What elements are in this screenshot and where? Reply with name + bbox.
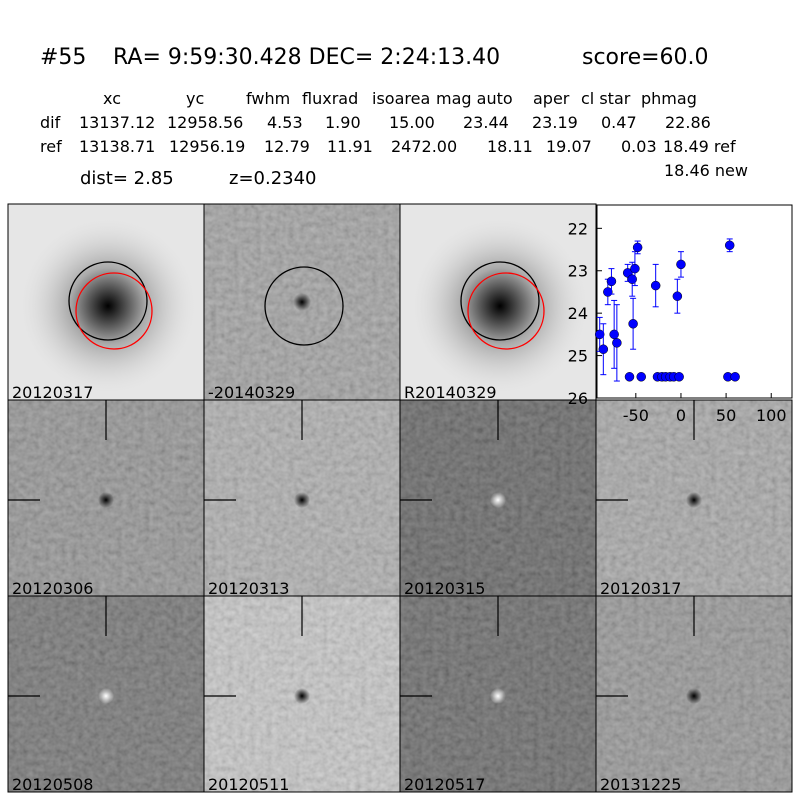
point	[632, 242, 643, 253]
image-label: 20131225	[600, 775, 681, 794]
point	[598, 344, 609, 354]
source	[294, 492, 310, 508]
point	[650, 280, 661, 291]
image-label: R20140329	[404, 383, 497, 402]
point	[628, 319, 638, 329]
source	[490, 688, 506, 704]
image-label: 20120306	[12, 579, 93, 598]
table-cell: 23.44	[463, 113, 509, 132]
y-tick-label: 24	[568, 304, 588, 323]
candidate-id: #55	[40, 45, 86, 70]
point	[630, 263, 640, 274]
image-label: -20140329	[208, 383, 295, 402]
point	[676, 259, 686, 270]
y-tick-label: 23	[568, 262, 588, 281]
galaxy	[13, 211, 203, 401]
column-header: fwhm	[246, 89, 290, 108]
aperture	[460, 261, 540, 341]
source	[293, 293, 311, 311]
table-cell: 18.11	[487, 137, 533, 156]
table-cell: 18.49 ref	[663, 137, 736, 156]
table-cell: dif	[40, 113, 61, 132]
table-cell: 12956.19	[169, 137, 245, 156]
table-cell: 1.90	[325, 113, 361, 132]
y-tick-label: 22	[568, 219, 588, 238]
column-header: mag auto	[436, 89, 513, 108]
point	[606, 276, 617, 287]
column-header: isoarea	[372, 89, 430, 108]
source	[294, 688, 310, 704]
point	[636, 372, 646, 382]
point	[624, 372, 635, 382]
table-cell: 12958.56	[167, 113, 243, 132]
y-tick-label: 26	[568, 389, 588, 408]
galaxy	[405, 211, 595, 401]
distance: dist= 2.85	[80, 168, 174, 189]
source	[686, 492, 702, 508]
table-extra: 18.46 new	[664, 161, 748, 180]
x-tick-label: 100	[756, 406, 787, 425]
image-label: 20120511	[208, 775, 289, 794]
column-header: aper	[533, 89, 570, 108]
column-header: yc	[186, 89, 204, 108]
table-cell: 0.47	[601, 113, 637, 132]
point	[672, 291, 683, 301]
image-label: 20120517	[404, 775, 485, 794]
table-cell: 13137.12	[79, 113, 155, 132]
point	[594, 329, 605, 340]
table-cell: 4.53	[267, 113, 303, 132]
column-header: cl star	[581, 89, 631, 108]
point	[724, 240, 735, 251]
table-cell: 19.07	[546, 137, 592, 156]
x-tick-label: 50	[716, 406, 736, 425]
table-cell: 13138.71	[79, 137, 155, 156]
x-tick-label: 0	[676, 406, 686, 425]
table-cell: 22.86	[665, 113, 711, 132]
table-cell: 15.00	[389, 113, 435, 132]
y-tick-label: 25	[568, 347, 588, 366]
image-label: 20120508	[12, 775, 93, 794]
aperture	[68, 261, 148, 341]
table-cell: 11.91	[327, 137, 373, 156]
aperture-ref	[467, 272, 545, 350]
score: score=60.0	[582, 45, 709, 70]
table-cell: ref	[40, 137, 62, 156]
point	[674, 372, 684, 382]
column-header: fluxrad	[302, 89, 358, 108]
plot-area	[596, 204, 793, 399]
aperture-ref	[75, 272, 153, 350]
source	[98, 688, 114, 704]
column-header: xc	[103, 89, 121, 108]
image-label: 20120317	[600, 579, 681, 598]
image-label: 20120317	[12, 383, 93, 402]
image-label: 20120315	[404, 579, 485, 598]
coordinates: RA= 9:59:30.428 DEC= 2:24:13.40	[113, 45, 500, 70]
aperture	[264, 266, 344, 346]
x-tick-label: -50	[623, 406, 649, 425]
table-cell: 2472.00	[391, 137, 457, 156]
source	[490, 492, 506, 508]
table-cell: 23.19	[532, 113, 578, 132]
point	[730, 372, 740, 382]
column-header: phmag	[641, 89, 697, 108]
image-label: 20120313	[208, 579, 289, 598]
redshift: z=0.2340	[229, 168, 317, 189]
image-frame	[595, 595, 793, 793]
point	[612, 338, 622, 348]
table-cell: 12.79	[264, 137, 310, 156]
table-cell: 0.03	[621, 137, 657, 156]
source	[686, 688, 702, 704]
source	[98, 492, 114, 508]
